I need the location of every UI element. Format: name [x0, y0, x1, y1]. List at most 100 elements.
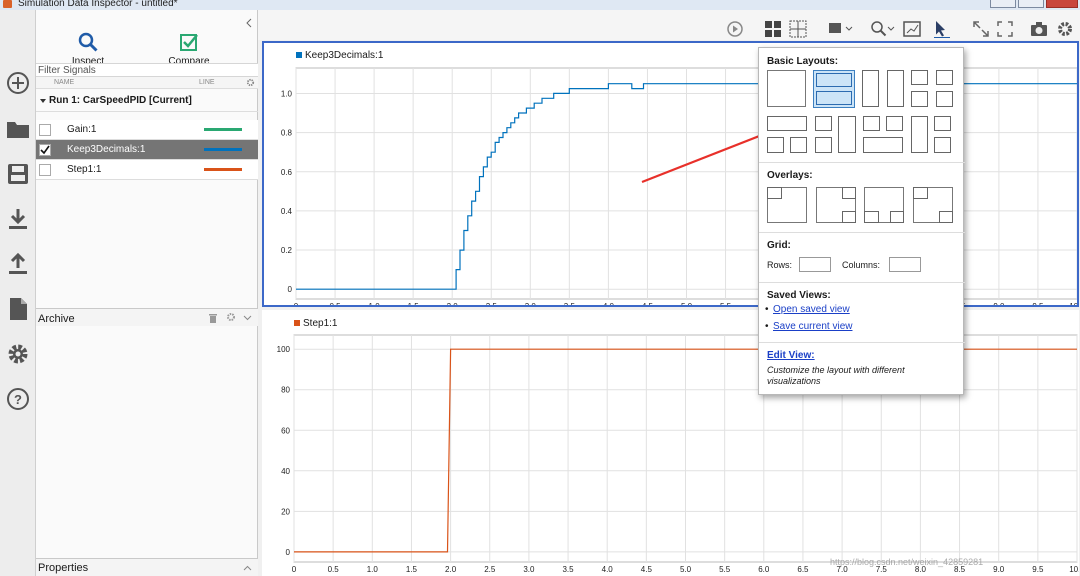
- properties-label: Properties: [38, 562, 89, 574]
- signals-panel: Inspect Compare Filter Signals NAME LINE…: [36, 10, 258, 576]
- layout-top-wide[interactable]: [767, 116, 809, 153]
- properties-header[interactable]: Properties: [36, 558, 258, 576]
- archive-settings-icon[interactable]: [226, 312, 236, 322]
- chevron-down-icon[interactable]: [243, 313, 252, 322]
- filter-signals-input[interactable]: Filter Signals: [36, 63, 258, 77]
- signal-checkbox[interactable]: [39, 164, 51, 176]
- signal-checkbox[interactable]: [39, 124, 51, 136]
- x-tick-label: 1.5: [406, 565, 418, 574]
- column-name[interactable]: NAME: [54, 79, 75, 86]
- x-tick-label: 2.5: [484, 565, 496, 574]
- layout-icon[interactable]: [764, 20, 782, 38]
- y-tick-label: 0.8: [281, 129, 293, 138]
- columns-input[interactable]: [889, 257, 921, 272]
- column-settings-icon[interactable]: [246, 78, 255, 87]
- y-tick-label: 0: [286, 548, 291, 557]
- expand-icon[interactable]: [972, 20, 990, 38]
- collapse-panel-icon[interactable]: [244, 18, 254, 28]
- open-saved-view-link[interactable]: Open saved view: [773, 304, 850, 315]
- expand-triangle-icon[interactable]: [40, 98, 46, 104]
- close-window-button[interactable]: [1046, 0, 1078, 8]
- signal-row[interactable]: Gain:1: [36, 120, 258, 140]
- x-tick-label: 8.0: [915, 565, 927, 574]
- overlay-top-right[interactable]: [816, 187, 856, 223]
- x-tick-label: 2.0: [445, 565, 457, 574]
- toolbar-settings-icon[interactable]: [1056, 20, 1074, 38]
- import-icon[interactable]: [5, 206, 31, 232]
- layout-2x1[interactable]: [813, 70, 855, 108]
- basic-layouts-label: Basic Layouts:: [767, 56, 839, 67]
- x-tick-label: 6.0: [758, 565, 770, 574]
- plot-title: Keep3Decimals:1: [296, 50, 383, 61]
- run-row[interactable]: Run 1: CarSpeedPID [Current]: [36, 90, 258, 112]
- layout-1x2[interactable]: [862, 70, 904, 107]
- layout-1x1[interactable]: [767, 70, 806, 107]
- replay-icon[interactable]: [726, 20, 744, 38]
- column-line[interactable]: LINE: [199, 79, 215, 86]
- x-tick-label: 1.5: [408, 302, 420, 305]
- x-tick-label: 4.0: [602, 565, 614, 574]
- layout-right-tall[interactable]: [815, 116, 857, 153]
- archive-header[interactable]: Archive: [36, 308, 258, 326]
- save-icon[interactable]: [5, 161, 31, 187]
- signal-row[interactable]: Keep3Decimals:1: [36, 140, 258, 160]
- select-cursor-icon[interactable]: [933, 20, 951, 38]
- signal-line-swatch[interactable]: [204, 168, 242, 171]
- save-current-view-link[interactable]: Save current view: [773, 321, 853, 332]
- fit-to-view-icon[interactable]: [903, 20, 921, 38]
- layout-bottom-wide[interactable]: [863, 116, 905, 153]
- rows-input[interactable]: [799, 257, 831, 272]
- trash-icon[interactable]: [208, 312, 218, 323]
- export-icon[interactable]: [5, 251, 31, 277]
- overlay-bottom-right[interactable]: [913, 187, 953, 223]
- signal-line-swatch[interactable]: [204, 128, 242, 131]
- run-label: Run 1: CarSpeedPID [Current]: [49, 95, 192, 106]
- plot-color-swatch: [294, 320, 300, 326]
- x-tick-label: 8.5: [954, 565, 966, 574]
- x-tick-label: 4.5: [641, 565, 653, 574]
- x-tick-label: 9.0: [993, 302, 1005, 305]
- rows-label: Rows:: [767, 260, 793, 270]
- tab-compare[interactable]: Compare: [139, 20, 239, 70]
- signal-row[interactable]: Step1:1: [36, 160, 258, 180]
- x-tick-label: 9.5: [1032, 565, 1044, 574]
- x-tick-label: 3.5: [562, 565, 574, 574]
- x-tick-label: 7.5: [876, 565, 888, 574]
- report-icon[interactable]: [5, 296, 31, 322]
- x-tick-label: 9.0: [993, 565, 1005, 574]
- layout-left-tall[interactable]: [911, 116, 953, 153]
- minimize-button[interactable]: [990, 0, 1016, 8]
- magnifier-icon: [78, 32, 98, 52]
- help-icon[interactable]: ?: [5, 386, 31, 412]
- signal-checkbox[interactable]: [39, 144, 51, 156]
- x-tick-label: 1.0: [367, 565, 379, 574]
- data-cursor-icon[interactable]: [828, 20, 854, 38]
- x-tick-label: 1.0: [369, 302, 381, 305]
- settings-icon[interactable]: [5, 341, 31, 367]
- checkmark-icon: [40, 145, 50, 155]
- plot-title-text: Keep3Decimals:1: [305, 50, 384, 61]
- subplot-grid-icon[interactable]: [789, 20, 807, 38]
- x-tick-label: 9.5: [1032, 302, 1044, 305]
- overlay-top-left[interactable]: [767, 187, 807, 223]
- window-title: Simulation Data Inspector - untitled*: [18, 0, 178, 9]
- tab-compare-label: Compare: [168, 56, 210, 67]
- layout-2x2[interactable]: [911, 70, 953, 107]
- maximize-button[interactable]: [1018, 0, 1044, 8]
- fullscreen-icon[interactable]: [996, 20, 1014, 38]
- x-tick-label: 5.0: [681, 302, 693, 305]
- column-header: NAME LINE: [36, 77, 258, 89]
- camera-icon[interactable]: [1030, 20, 1048, 38]
- folder-icon[interactable]: [5, 116, 31, 142]
- zoom-icon[interactable]: [870, 20, 896, 38]
- y-tick-label: 0.2: [281, 246, 293, 255]
- overlay-bottom-left[interactable]: [864, 187, 904, 223]
- check-square-icon: [180, 34, 198, 51]
- edit-view-link[interactable]: Edit View:: [767, 350, 815, 361]
- new-icon[interactable]: [5, 70, 31, 96]
- x-tick-label: 0.5: [328, 565, 340, 574]
- x-tick-label: 5.5: [719, 565, 731, 574]
- matlab-logo-icon: [3, 0, 12, 8]
- chevron-up-icon[interactable]: [243, 564, 252, 573]
- signal-line-swatch[interactable]: [204, 148, 242, 151]
